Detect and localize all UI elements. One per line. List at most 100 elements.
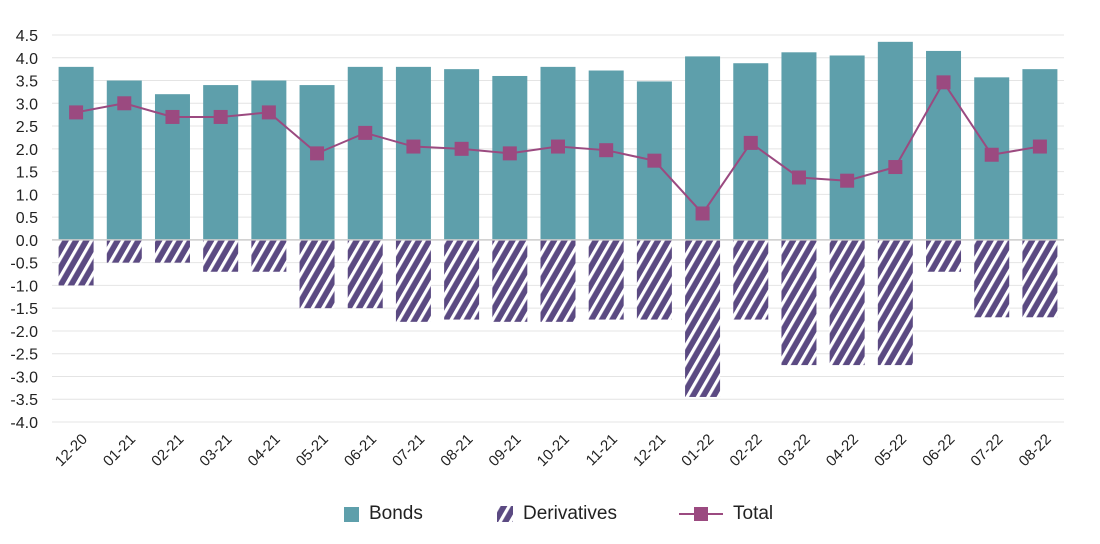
bonds-bar — [829, 55, 865, 240]
total-marker — [840, 173, 855, 188]
derivatives-bar — [154, 239, 190, 263]
derivatives-bar — [540, 239, 576, 322]
y-tick-label: 2.5 — [16, 119, 38, 136]
legend-label-total: Total — [733, 503, 774, 524]
y-tick-label: 1.0 — [16, 187, 38, 204]
y-tick-label: 2.0 — [16, 142, 38, 159]
derivatives-bar — [299, 239, 335, 309]
bonds-swatch — [344, 506, 359, 522]
bonds-bar — [203, 85, 239, 240]
x-tick-label: 02-21 — [148, 431, 187, 470]
x-tick-label: 04-22 — [823, 431, 862, 470]
y-tick-label: -1.0 — [10, 278, 38, 295]
y-tick-label: -0.5 — [10, 256, 38, 273]
bonds-bar — [347, 66, 383, 240]
derivatives-bar — [58, 239, 94, 286]
derivatives-bar — [1022, 239, 1058, 318]
x-axis: 12-20 01-21 02-21 03-21 04-21 05-21 06-21 07-21… — [52, 431, 1055, 470]
x-tick-label: 08-21 — [437, 431, 476, 470]
derivatives-bar — [251, 239, 287, 272]
y-tick-label: -1.5 — [10, 301, 38, 318]
x-tick-label: 07-21 — [389, 431, 428, 470]
total-marker — [358, 125, 373, 140]
x-tick-label: 01-21 — [100, 431, 139, 470]
derivatives-bar — [444, 239, 480, 320]
derivatives-bar — [685, 239, 721, 397]
legend-item-total: Total — [679, 500, 773, 528]
y-tick-label: 4.0 — [16, 51, 38, 68]
y-tick-label: 0.5 — [16, 210, 38, 227]
total-marker — [647, 153, 662, 168]
x-tick-label: 07-22 — [967, 431, 1006, 470]
x-tick-label: 02-22 — [726, 431, 765, 470]
bonds-bar — [781, 52, 817, 240]
total-marker — [936, 75, 951, 90]
y-tick-label: 1.5 — [16, 165, 38, 182]
y-tick-label: -4.0 — [10, 415, 38, 432]
x-tick-label: 06-21 — [341, 431, 380, 470]
x-tick-label: 01-22 — [678, 431, 717, 470]
y-tick-label: 3.5 — [16, 74, 38, 91]
total-marker — [454, 141, 469, 156]
x-tick-label: 12-21 — [630, 431, 669, 470]
y-tick-label: -3.0 — [10, 369, 38, 386]
derivatives-bar — [733, 239, 769, 320]
derivatives-swatch — [497, 506, 513, 522]
total-marker — [261, 105, 276, 120]
derivatives-bar — [492, 239, 528, 322]
total-marker — [213, 109, 228, 124]
legend-item-bonds: Bonds — [344, 500, 423, 528]
legend-label-bonds: Bonds — [369, 503, 423, 524]
total-marker — [984, 147, 999, 162]
bars — [58, 41, 1058, 397]
derivatives-bar — [829, 239, 865, 366]
derivatives-bar — [974, 239, 1010, 318]
derivatives-bar — [636, 239, 672, 320]
legend-label-derivatives: Derivatives — [523, 503, 617, 524]
derivatives-bar — [781, 239, 817, 366]
x-tick-label: 03-21 — [196, 431, 235, 470]
chart-svg: -4.0 -3.5 -3.0 -2.5 -2.0 -1.5 -1.0 -0.5 0.0 0.5 1.… — [10, 28, 1064, 470]
y-axis: -4.0 -3.5 -3.0 -2.5 -2.0 -1.5 -1.0 -0.5 0.0 0.5 1.… — [10, 28, 38, 432]
y-tick-label: 3.0 — [16, 96, 38, 113]
total-marker — [406, 139, 421, 154]
y-tick-label: -2.0 — [10, 324, 38, 341]
legend: Bonds Derivatives Total — [0, 500, 1100, 528]
bonds-bar — [1022, 69, 1058, 240]
total-marker — [599, 143, 614, 158]
total-marker — [502, 146, 517, 161]
total-marker — [791, 170, 806, 185]
bonds-bar — [877, 41, 913, 240]
total-marker — [310, 146, 325, 161]
x-tick-label: 09-21 — [485, 431, 524, 470]
total-marker — [165, 109, 180, 124]
derivatives-bar — [106, 239, 142, 263]
bonds-bar — [299, 85, 335, 240]
x-tick-label: 10-21 — [534, 431, 573, 470]
bonds-bar — [58, 66, 94, 240]
x-tick-label: 03-22 — [775, 431, 814, 470]
total-marker — [551, 139, 565, 154]
derivatives-bar — [588, 239, 624, 320]
total-marker — [1032, 139, 1047, 154]
x-tick-label: 12-20 — [52, 431, 91, 470]
y-tick-label: 4.5 — [16, 28, 38, 45]
y-tick-label: -3.5 — [10, 392, 38, 409]
total-marker — [888, 160, 903, 175]
total-line — [69, 75, 1047, 221]
total-marker — [69, 105, 84, 120]
total-marker — [695, 206, 710, 221]
x-tick-label: 06-22 — [919, 431, 958, 470]
x-tick-label: 11-21 — [583, 431, 621, 469]
x-tick-label: 05-22 — [871, 431, 910, 470]
derivatives-bar — [395, 239, 431, 322]
bonds-bar — [251, 80, 287, 240]
derivatives-bar — [203, 239, 239, 272]
legend-item-derivatives: Derivatives — [497, 500, 617, 528]
y-tick-label: 0.0 — [16, 233, 38, 250]
total-marker — [743, 135, 758, 150]
total-line-marker — [679, 506, 723, 522]
y-tick-label: -2.5 — [10, 347, 38, 364]
x-tick-label: 08-22 — [1016, 431, 1055, 470]
